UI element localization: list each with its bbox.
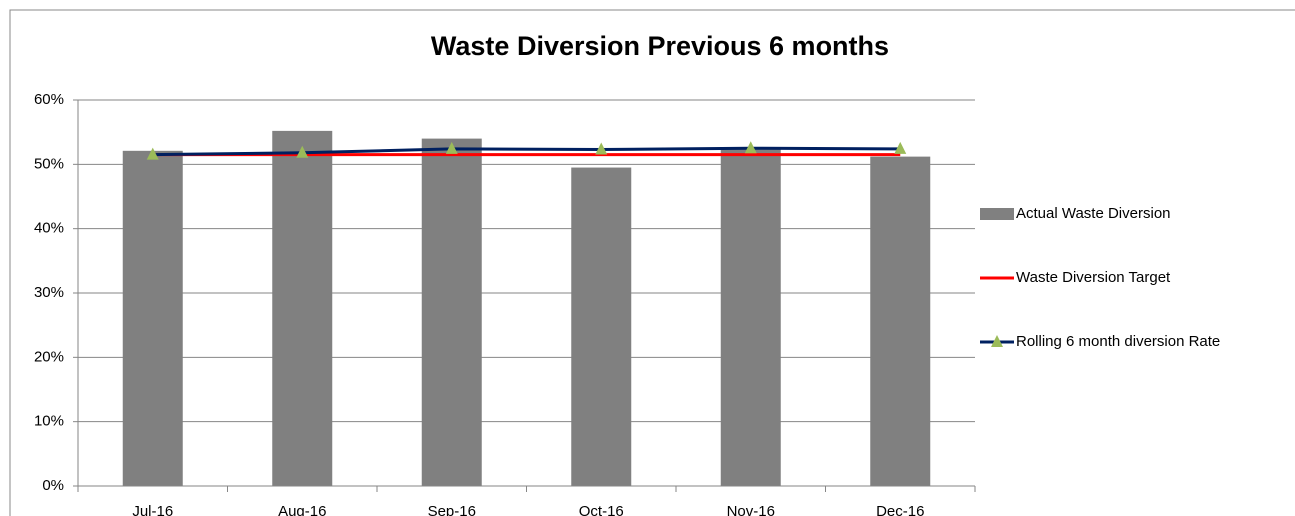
legend-marker (991, 335, 1003, 347)
bar (720, 147, 781, 486)
x-tick-label: Oct-16 (579, 503, 624, 516)
bar (421, 138, 482, 486)
y-tick-label: 20% (34, 348, 64, 365)
bar (870, 156, 931, 486)
chart-border (9, 9, 1295, 516)
x-tick-label: Sep-16 (428, 503, 476, 516)
y-tick-label: 0% (42, 477, 64, 494)
marker (445, 141, 458, 154)
legend-swatch (980, 208, 1014, 220)
marker (296, 145, 309, 158)
bar (571, 167, 632, 487)
legend-label: Waste Diversion Target (1016, 269, 1171, 286)
marker (595, 142, 608, 155)
legend-label: Rolling 6 month diversion Rate (1016, 333, 1220, 350)
x-tick-label: Dec-16 (876, 503, 924, 516)
line (152, 146, 901, 157)
marker (894, 141, 907, 154)
bar (272, 130, 333, 486)
x-tick-label: Jul-16 (132, 503, 173, 516)
y-tick-label: 40% (34, 220, 64, 237)
chart-title: Waste Diversion Previous 6 months (431, 31, 889, 61)
y-tick-label: 50% (34, 155, 64, 172)
y-tick-label: 10% (34, 413, 64, 430)
legend-label: Actual Waste Diversion (1016, 205, 1171, 222)
marker (146, 147, 159, 160)
marker (744, 141, 757, 154)
y-tick-label: 60% (34, 91, 64, 108)
bar (122, 150, 183, 486)
x-tick-label: Nov-16 (727, 503, 775, 516)
y-tick-label: 30% (34, 284, 64, 301)
x-tick-label: Aug-16 (278, 503, 326, 516)
